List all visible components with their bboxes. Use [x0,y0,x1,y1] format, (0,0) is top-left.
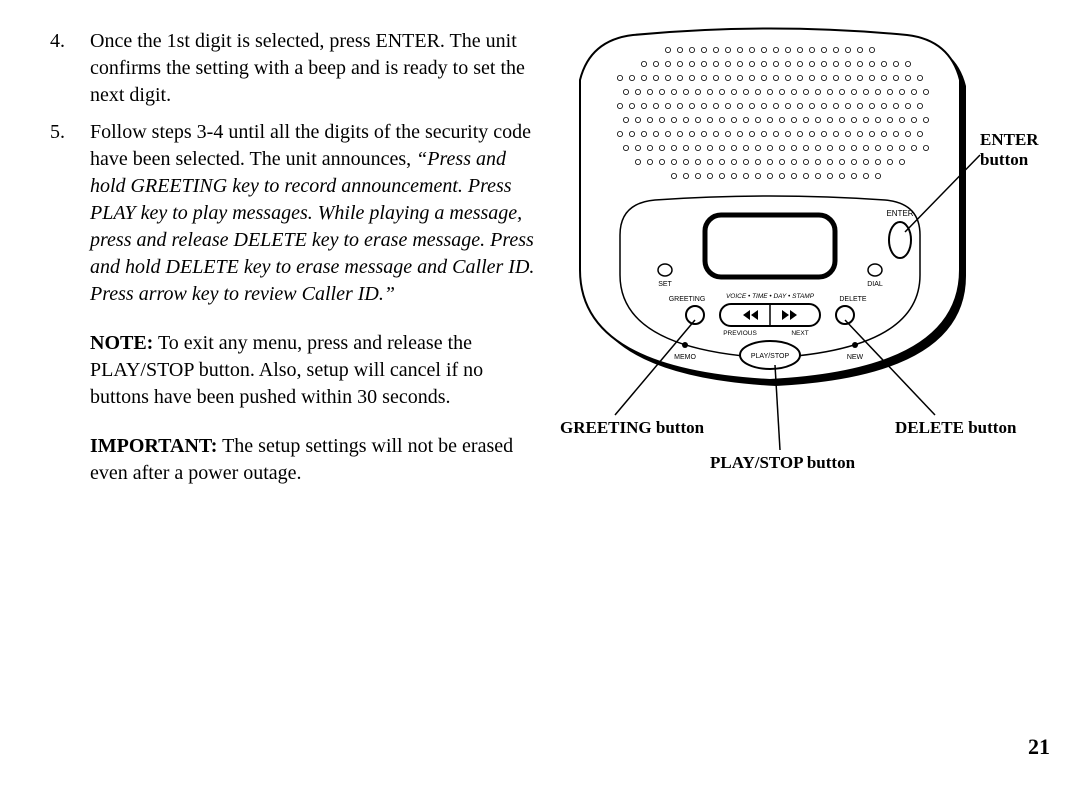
callout-enter-line1: ENTER [980,130,1039,150]
label-memo: MEMO [674,354,696,361]
device-figure: ENTER SET DIAL GREETING DELETE VOICE • T… [565,20,1065,520]
note-block: NOTE: To exit any menu, press and releas… [90,330,540,411]
label-enter: ENTER [886,209,913,218]
label-voice-stamp: VOICE • TIME • DAY • STAMP [726,293,815,300]
label-greeting: GREETING [669,296,706,303]
list-number-4: 4. [50,28,90,109]
list-body-4: Once the 1st digit is selected, press EN… [90,28,540,109]
list5-quote: “Press and hold GREETING key to record a… [90,148,534,305]
list-number-5: 5. [50,119,90,308]
manual-page: 4. Once the 1st digit is selected, press… [0,0,1080,785]
label-playstop: PLAY/STOP [751,353,790,360]
instruction-text-column: 4. Once the 1st digit is selected, press… [50,28,540,487]
label-previous: PREVIOUS [723,330,757,337]
callout-enter-line2: button [980,150,1039,170]
important-label: IMPORTANT: [90,435,217,457]
list-item-4: 4. Once the 1st digit is selected, press… [50,28,540,109]
list-body-5: Follow steps 3-4 until all the digits of… [90,119,540,308]
label-next: NEXT [791,330,808,337]
label-set: SET [658,281,672,288]
note-label: NOTE: [90,332,153,354]
callout-enter: ENTER button [980,130,1039,170]
callout-greeting: GREETING button [560,418,704,438]
important-block: IMPORTANT: The setup settings will not b… [90,433,540,487]
label-delete: DELETE [839,296,867,303]
page-number: 21 [1028,734,1050,760]
label-new: NEW [847,354,864,361]
callout-playstop: PLAY/STOP button [710,453,855,473]
label-dial: DIAL [867,281,883,288]
list-item-5: 5. Follow steps 3-4 until all the digits… [50,119,540,308]
callout-delete: DELETE button [895,418,1016,438]
